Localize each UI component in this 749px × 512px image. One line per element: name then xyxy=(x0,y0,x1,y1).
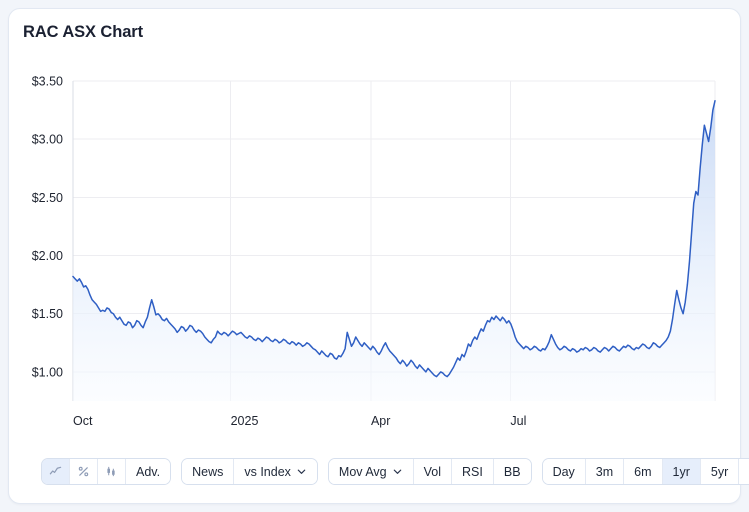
y-axis-tick-label: $1.50 xyxy=(32,307,63,321)
candlestick-icon xyxy=(107,466,115,477)
percent-icon xyxy=(78,466,89,477)
candlestick-icon-button[interactable] xyxy=(98,459,126,484)
vs-index-button[interactable]: vs Index xyxy=(234,459,317,484)
time-range-button-group: Day 3m 6m 1yr 5yr 20yr xyxy=(541,458,749,485)
price-area-fill xyxy=(73,100,715,401)
bollinger-bands-button[interactable]: BB xyxy=(493,459,531,484)
x-axis-tick-label: Jul xyxy=(510,414,526,428)
bollinger-bands-label: BB xyxy=(503,464,521,479)
range-day-button[interactable]: Day xyxy=(542,459,586,484)
chevron-down-icon xyxy=(297,469,306,474)
range-5yr-button[interactable]: 5yr xyxy=(700,459,740,484)
range-3m-button[interactable]: 3m xyxy=(585,459,625,484)
line-chart-icon xyxy=(49,466,62,475)
line-chart-icon-button[interactable] xyxy=(42,459,70,484)
y-axis-tick-label: $2.00 xyxy=(32,249,63,263)
percent-change-icon-button[interactable] xyxy=(70,459,98,484)
x-axis-tick-label: Oct xyxy=(73,414,93,428)
chart-card: RAC ASX Chart $1.00 $1.50 $2.00 $2.50 $3.00 $… xyxy=(8,8,749,504)
advanced-button[interactable]: Adv. xyxy=(126,459,171,484)
y-axis-tick-label: $3.50 xyxy=(32,75,63,89)
range-5yr-label: 5yr xyxy=(710,464,729,479)
x-axis-tick-label: 2025 xyxy=(231,414,259,428)
volume-button[interactable]: Vol xyxy=(413,459,453,484)
page-title: RAC ASX Chart xyxy=(23,23,144,41)
chevron-down-icon xyxy=(393,469,401,474)
rsi-button[interactable]: RSI xyxy=(452,459,494,484)
y-axis-tick-label: $2.50 xyxy=(32,191,63,205)
y-axis-labels: $1.00 $1.50 $2.00 $2.50 $3.00 $3.50 xyxy=(32,75,63,380)
x-axis-labels: Oct 2025 Apr Jul xyxy=(73,414,526,428)
chart-toolbar: Adv. News vs Index Mov Avg Vol RSI BB Day 3m 6… xyxy=(41,458,749,485)
range-6m-button[interactable]: 6m xyxy=(624,459,663,484)
range-1yr-button[interactable]: 1yr xyxy=(662,459,701,484)
y-axis-tick-label: $3.00 xyxy=(32,133,63,147)
x-axis-tick-label: Apr xyxy=(371,414,390,428)
news-label: News xyxy=(192,464,224,479)
stock-chart[interactable]: $1.00 $1.50 $2.00 $2.50 $3.00 $3.50 Oct 2025 Ap… xyxy=(15,59,733,439)
chart-type-button-group: Adv. xyxy=(41,458,172,485)
advanced-label: Adv. xyxy=(136,464,161,479)
range-3m-label: 3m xyxy=(595,464,614,479)
range-day-label: Day xyxy=(552,464,575,479)
range-20yr-button[interactable]: 20yr xyxy=(739,459,749,484)
vs-index-label: vs Index xyxy=(244,464,291,479)
chart-options-button-group: News vs Index xyxy=(181,458,318,485)
rsi-label: RSI xyxy=(462,464,483,479)
moving-average-button[interactable]: Mov Avg xyxy=(328,459,414,484)
volume-label: Vol xyxy=(423,464,442,479)
chart-svg: $1.00 $1.50 $2.00 $2.50 $3.00 $3.50 Oct 2025 Ap… xyxy=(32,75,716,428)
y-axis-tick-label: $1.00 xyxy=(32,365,63,379)
price-line xyxy=(72,100,716,378)
news-button[interactable]: News xyxy=(182,459,235,484)
range-6m-label: 6m xyxy=(634,464,652,479)
chart-indicators-button-group: Mov Avg Vol RSI BB xyxy=(327,458,532,485)
moving-average-label: Mov Avg xyxy=(338,464,387,479)
range-1yr-label: 1yr xyxy=(672,464,690,479)
